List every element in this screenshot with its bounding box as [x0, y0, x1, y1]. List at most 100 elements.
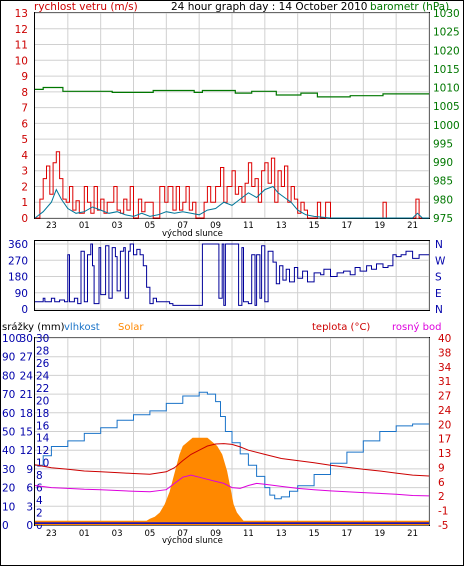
rain-tick: 21 — [20, 389, 33, 401]
pressure-axis-label: barometr (hPa) — [370, 1, 449, 13]
compass-tick: E — [435, 288, 442, 300]
humidity-tick: 50 — [2, 427, 15, 439]
time-tick-label: 17 — [342, 529, 353, 539]
rain-legend: srážky (mm) — [2, 321, 65, 333]
humidity-tick: 40 — [2, 445, 15, 457]
direction-degree-tick: 0 — [21, 304, 28, 316]
solar-tick: 30 — [36, 333, 49, 345]
temperature-tick: 9 — [438, 462, 445, 474]
solar-tick: 8 — [36, 470, 43, 482]
time-tick-label: 21 — [407, 529, 418, 539]
temperature-tick: 24 — [438, 405, 452, 417]
wind-speed-tick: 13 — [15, 8, 28, 20]
solar-tick: 24 — [36, 370, 50, 382]
humidity-tick: 100 — [2, 333, 22, 345]
temperature-axis: -5 -1 2 6 9 13 17 20 24 27 31 34 38 40 — [438, 333, 452, 532]
pressure-tick: 1010 — [433, 83, 460, 95]
rain-tick: 18 — [20, 408, 33, 420]
rain-tick: 15 — [20, 427, 33, 439]
temperature-tick: 40 — [438, 333, 451, 345]
solar-tick: 10 — [36, 458, 49, 470]
wind-speed-tick: 5 — [21, 134, 28, 146]
temperature-tick: 27 — [438, 391, 451, 403]
solar-tick: 12 — [36, 445, 49, 457]
pressure-tick: 985 — [433, 176, 453, 188]
pressure-tick: 1030 — [433, 8, 460, 20]
temperature-series — [34, 443, 430, 477]
temperature-tick: 13 — [438, 448, 451, 460]
rain-tick: 6 — [26, 483, 33, 495]
wind-speed-tick: 2 — [21, 181, 28, 193]
time-tick-label: 23 — [46, 529, 57, 539]
wind-speed-tick: 6 — [21, 118, 28, 130]
solar-tick: 20 — [36, 395, 49, 407]
humidity-tick: 90 — [2, 352, 15, 364]
compass-tick: N — [435, 239, 443, 251]
time-tick-label: 17 — [342, 221, 353, 231]
solar-tick: 16 — [36, 420, 50, 432]
direction-degree-tick: 180 — [8, 272, 28, 284]
pressure-tick: 1025 — [433, 27, 460, 39]
rain-tick: 30 — [20, 333, 33, 345]
solar-tick: 6 — [36, 483, 43, 495]
temperature-tick: 2 — [438, 491, 445, 503]
wind-speed-tick: 11 — [15, 40, 28, 52]
pressure-tick: 1015 — [433, 64, 460, 76]
rain-tick: 27 — [20, 352, 33, 364]
humidity-tick: 80 — [2, 370, 15, 382]
wind-direction-series — [35, 243, 429, 306]
time-tick-label: 03 — [112, 529, 123, 539]
time-tick-label: 05 — [145, 221, 156, 231]
wind-speed-tick: 3 — [21, 166, 28, 178]
solar-tick: 4 — [36, 495, 43, 507]
wind-speed-tick: 4 — [21, 150, 28, 162]
temperature-tick: -5 — [438, 520, 448, 532]
pressure-tick: 1020 — [433, 45, 460, 57]
pressure-series — [35, 86, 429, 98]
time-tick-label: 07 — [177, 529, 188, 539]
sunrise-label-2: východ slunce — [162, 536, 223, 546]
time-tick-label: 05 — [145, 529, 156, 539]
time-tick-label: 09 — [210, 221, 221, 231]
temperature-tick: 38 — [438, 347, 451, 359]
direction-degree-tick: 90 — [15, 288, 28, 300]
wind-speed-tick: 9 — [21, 71, 28, 83]
time-tick-label: 11 — [243, 529, 254, 539]
wind-speed-tick: 8 — [21, 87, 28, 99]
temperature-legend: teplota (°C) — [312, 322, 370, 333]
humidity-tick: 10 — [2, 501, 15, 513]
pressure-tick: 990 — [433, 157, 453, 169]
time-tick-label: 15 — [309, 529, 320, 539]
solar-tick: 26 — [36, 358, 50, 370]
temperature-tick: 34 — [438, 362, 452, 374]
pressure-tick: 1005 — [433, 101, 460, 113]
time-tick-label: 19 — [374, 529, 385, 539]
solar-tick: 0 — [36, 520, 43, 532]
time-tick-label: 09 — [210, 529, 221, 539]
solar-tick: 2 — [36, 508, 43, 520]
time-tick-label: 15 — [309, 221, 320, 231]
pressure-tick: 995 — [433, 138, 453, 150]
humidity-tick: 60 — [2, 408, 15, 420]
rain-tick: 12 — [20, 445, 33, 457]
wind-speed-tick: 0 — [21, 213, 28, 225]
direction-degree-axis: 0 90 180 270 360 — [8, 239, 28, 316]
wind-speed-tick: 12 — [15, 24, 28, 36]
time-tick-label: 01 — [79, 529, 90, 539]
sunrise-label-1: východ slunce — [162, 229, 223, 239]
solar-tick: 22 — [36, 383, 49, 395]
direction-degree-tick: 360 — [8, 239, 28, 251]
climate-time-axis: 23 01 03 05 07 09 11 13 15 17 19 21 — [46, 529, 418, 539]
time-tick-label: 19 — [374, 221, 385, 231]
time-tick-label: 03 — [112, 221, 123, 231]
rain-tick: 9 — [26, 464, 33, 476]
pressure-tick: 980 — [433, 194, 453, 206]
compass-tick: S — [435, 272, 442, 284]
solar-legend: Solar — [118, 322, 144, 333]
humidity-tick: 20 — [2, 483, 15, 495]
wind-average-series — [34, 185, 429, 219]
solar-tick: 28 — [36, 345, 49, 357]
